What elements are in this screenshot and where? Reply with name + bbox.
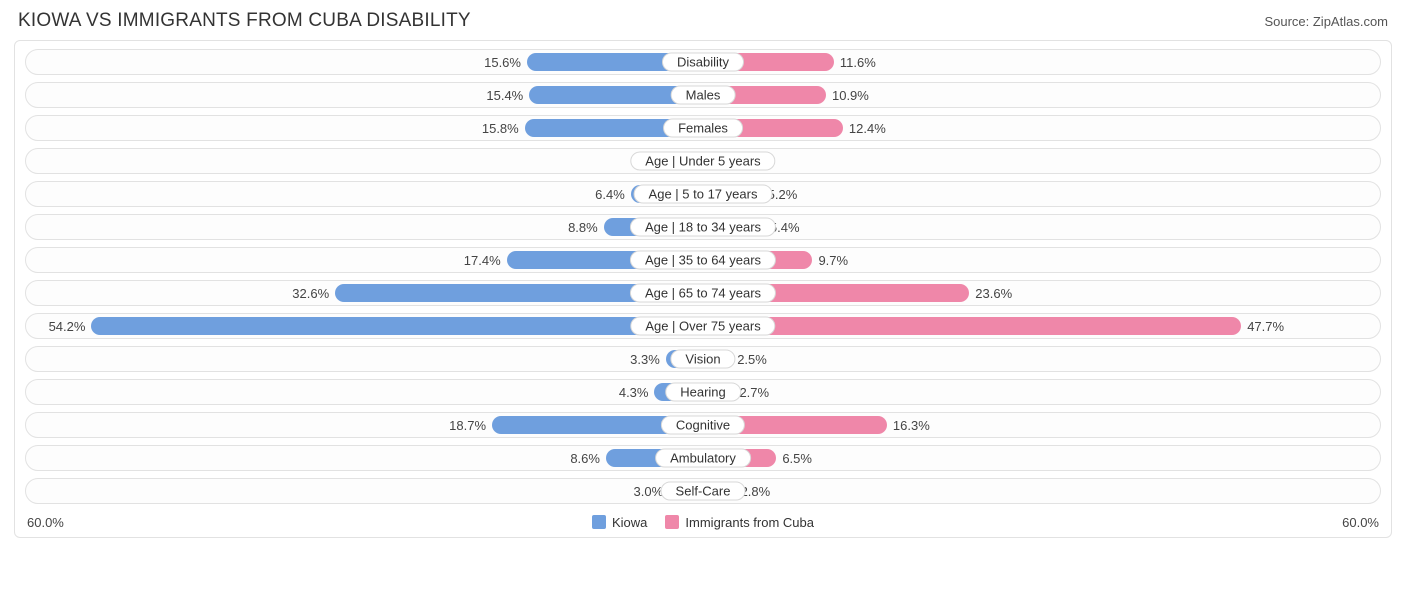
chart-row: 3.0%2.8%Self-Care — [25, 478, 1381, 504]
chart-row: 15.6% 11.6% Disability — [25, 49, 1381, 75]
diverging-bar-chart: 15.6% 11.6% Disability 15.4% 10.9% Males 15.8%… — [14, 40, 1392, 538]
chart-row: 3.3% 2.5%Vision — [25, 346, 1381, 372]
category-label: Cognitive — [661, 416, 745, 435]
value-label-left: 54.2% — [43, 319, 92, 334]
category-label: Age | Over 75 years — [630, 317, 775, 336]
value-label-right: 47.7% — [1241, 319, 1290, 334]
value-label-left: 8.8% — [562, 220, 604, 235]
category-label: Females — [663, 119, 743, 138]
value-label-left: 32.6% — [286, 286, 335, 301]
chart-row: 1.5%1.1%Age | Under 5 years — [25, 148, 1381, 174]
chart-row: 6.4%5.2%Age | 5 to 17 years — [25, 181, 1381, 207]
header: KIOWA VS IMMIGRANTS FROM CUBA DISABILITY… — [14, 10, 1392, 32]
chart-row: 15.8% 12.4% Females — [25, 115, 1381, 141]
value-label-right: 12.4% — [843, 121, 892, 136]
value-label-right: 10.9% — [826, 88, 875, 103]
value-label-right: 23.6% — [969, 286, 1018, 301]
chart-rows: 15.6% 11.6% Disability 15.4% 10.9% Males 15.8%… — [25, 49, 1381, 504]
category-label: Hearing — [665, 383, 741, 402]
chart-title: KIOWA VS IMMIGRANTS FROM CUBA DISABILITY — [18, 10, 471, 32]
axis-max-left: 60.0% — [27, 515, 64, 530]
category-label: Ambulatory — [655, 449, 751, 468]
chart-row: 32.6% 23.6% Age | 65 to 74 years — [25, 280, 1381, 306]
value-label-left: 6.4% — [589, 187, 631, 202]
value-label-left: 15.8% — [476, 121, 525, 136]
category-label: Age | Under 5 years — [630, 152, 775, 171]
chart-row: 8.8%5.4%Age | 18 to 34 years — [25, 214, 1381, 240]
chart-row: 54.2% 47.7% Age | Over 75 years — [25, 313, 1381, 339]
category-label: Vision — [670, 350, 735, 369]
legend-swatch-cuba — [665, 515, 679, 529]
chart-row: 18.7% 16.3% Cognitive — [25, 412, 1381, 438]
chart-row: 15.4% 10.9% Males — [25, 82, 1381, 108]
category-label: Age | 65 to 74 years — [630, 284, 776, 303]
legend-label-cuba: Immigrants from Cuba — [685, 515, 814, 530]
chart-footer: 60.0% Kiowa Immigrants from Cuba 60.0% — [25, 511, 1381, 533]
bar-right — [703, 317, 1241, 335]
value-label-left: 15.6% — [478, 55, 527, 70]
category-label: Age | 18 to 34 years — [630, 218, 776, 237]
chart-row: 17.4% 9.7% Age | 35 to 64 years — [25, 247, 1381, 273]
category-label: Males — [671, 86, 736, 105]
category-label: Self-Care — [661, 482, 746, 501]
chart-row: 8.6% 6.5% Ambulatory — [25, 445, 1381, 471]
value-label-left: 17.4% — [458, 253, 507, 268]
source-attribution: Source: ZipAtlas.com — [1264, 14, 1388, 29]
legend-label-kiowa: Kiowa — [612, 515, 647, 530]
bar-left — [91, 317, 703, 335]
chart-row: 4.3%2.7%Hearing — [25, 379, 1381, 405]
legend: Kiowa Immigrants from Cuba — [592, 515, 814, 530]
legend-swatch-kiowa — [592, 515, 606, 529]
category-label: Age | 5 to 17 years — [634, 185, 773, 204]
value-label-right: 9.7% — [812, 253, 854, 268]
axis-max-right: 60.0% — [1342, 515, 1379, 530]
value-label-left: 3.3% — [624, 352, 666, 367]
value-label-left: 8.6% — [564, 451, 606, 466]
value-label-right: 6.5% — [776, 451, 818, 466]
legend-item-cuba: Immigrants from Cuba — [665, 515, 814, 530]
legend-item-kiowa: Kiowa — [592, 515, 647, 530]
value-label-right: 11.6% — [834, 55, 882, 70]
value-label-left: 15.4% — [480, 88, 529, 103]
value-label-right: 2.5% — [731, 352, 773, 367]
value-label-left: 18.7% — [443, 418, 492, 433]
category-label: Disability — [662, 53, 744, 72]
value-label-right: 16.3% — [887, 418, 936, 433]
category-label: Age | 35 to 64 years — [630, 251, 776, 270]
value-label-left: 4.3% — [613, 385, 655, 400]
